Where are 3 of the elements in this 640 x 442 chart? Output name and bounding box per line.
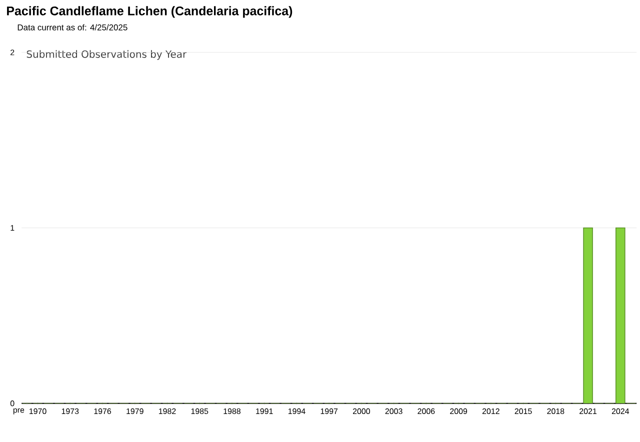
annotation: Submitted Observations by Year (26, 50, 187, 60)
chart-subtitle: Data current as of: 4/25/2025 (18, 24, 128, 30)
chart-title: Pacific Candleflame Lichen (Candelaria pacifica) (7, 6, 292, 18)
